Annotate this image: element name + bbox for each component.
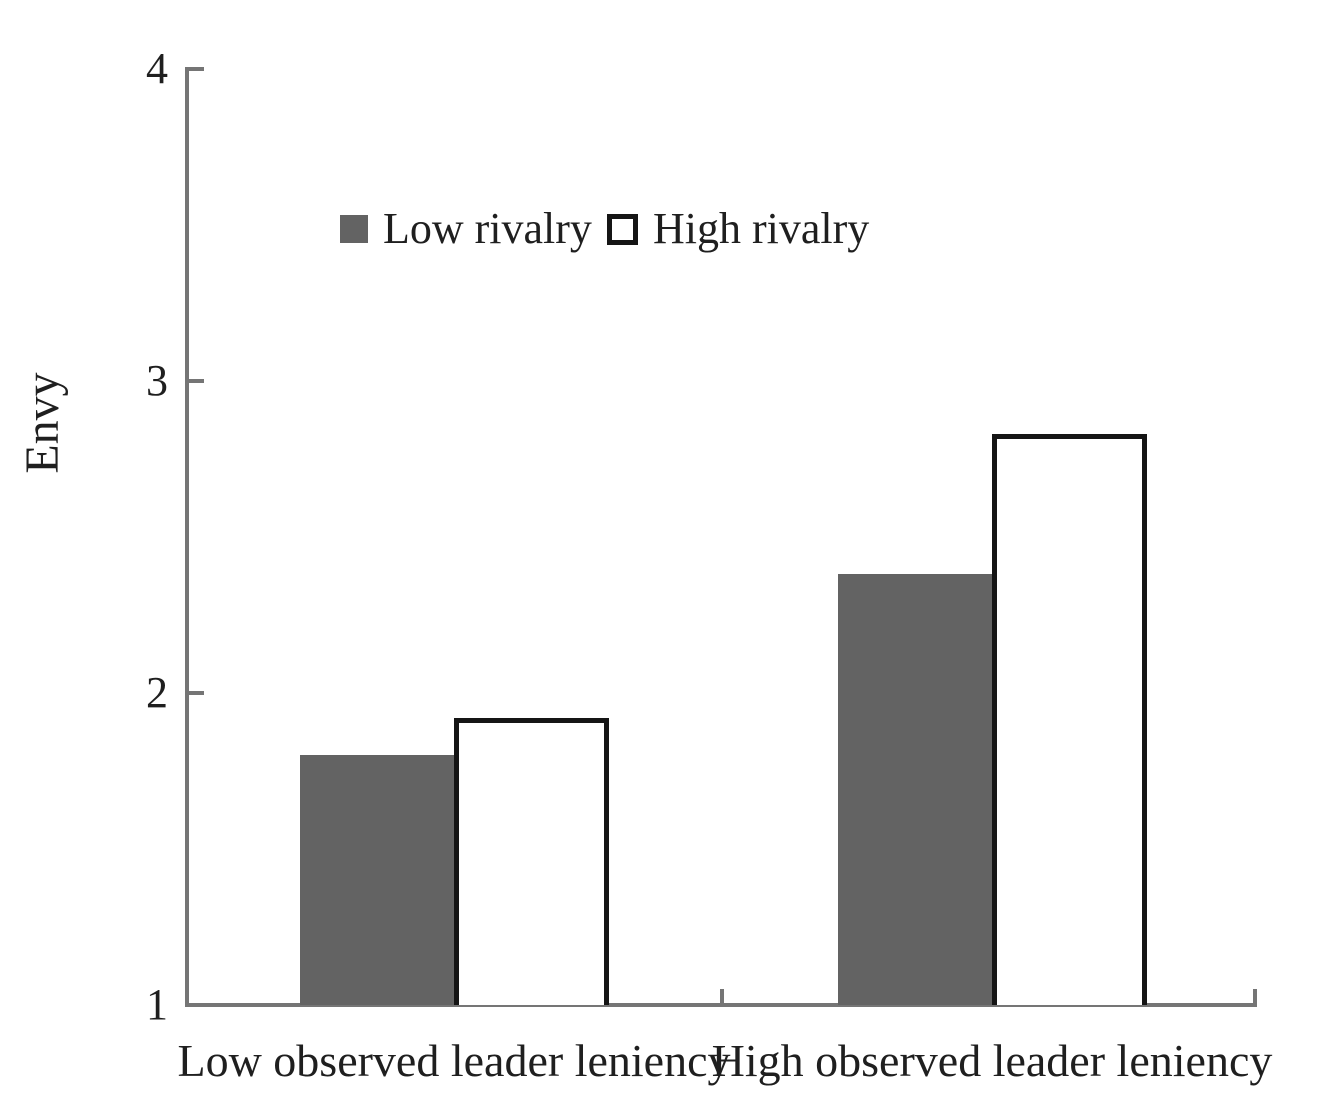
x-category-label-high-leniency: High observed leader leniency xyxy=(711,1035,1273,1086)
x-axis-line xyxy=(185,1003,1257,1007)
y-axis-tick-3 xyxy=(189,379,204,383)
y-axis-title: Envy xyxy=(16,372,69,474)
y-tick-label-2: 2 xyxy=(146,668,168,717)
bar-low-rivalry-group-2 xyxy=(838,574,992,1005)
legend-label-high-rivalry: High rivalry xyxy=(652,204,870,253)
x-axis-end-tick xyxy=(1253,989,1257,1007)
y-tick-label-3: 3 xyxy=(146,356,168,405)
bar-high-rivalry-group-1 xyxy=(454,717,609,1005)
legend: Low rivalry High rivalry xyxy=(340,205,869,253)
y-axis-tick-1 xyxy=(189,1003,204,1007)
bar-high-rivalry-group-2 xyxy=(992,434,1147,1005)
legend-swatch-high-rivalry-icon xyxy=(606,213,638,245)
legend-swatch-low-rivalry-icon xyxy=(340,215,368,243)
bar-low-rivalry-group-1 xyxy=(300,755,454,1005)
y-axis-tick-2 xyxy=(189,691,204,695)
x-category-label-low-leniency: Low observed leader leniency xyxy=(177,1035,731,1086)
legend-label-low-rivalry: Low rivalry xyxy=(383,204,592,253)
x-axis-mid-tick xyxy=(720,989,724,1003)
y-tick-label-1: 1 xyxy=(146,980,168,1029)
y-tick-label-4: 4 xyxy=(146,44,168,93)
y-axis-line xyxy=(185,67,189,1007)
y-axis-tick-4 xyxy=(189,67,204,71)
